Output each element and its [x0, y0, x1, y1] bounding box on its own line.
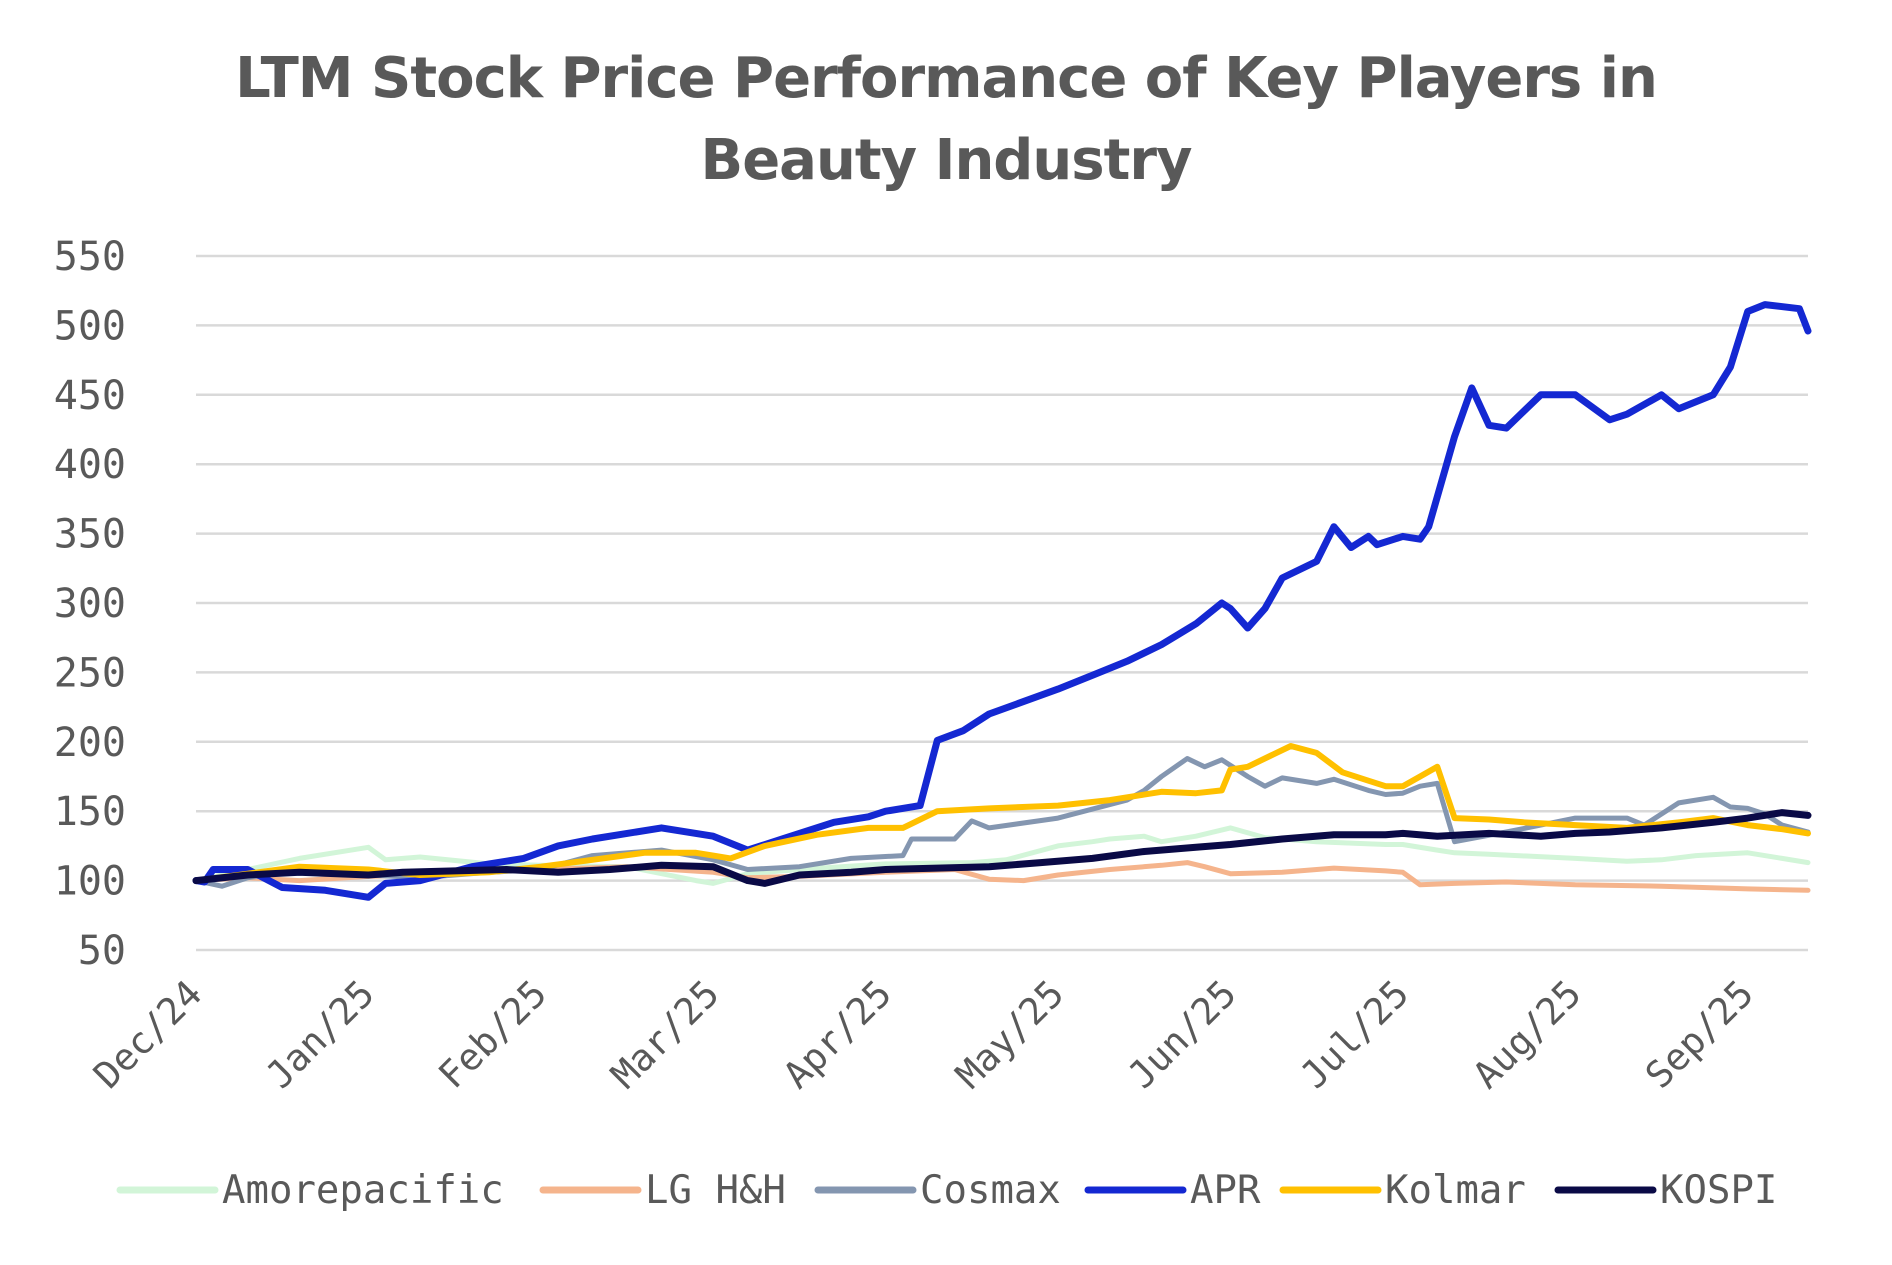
- x-tick-label: Jul/25: [1292, 972, 1417, 1097]
- y-axis-tick-labels: 50 100 150 200 250 300 350 400 450 500 550: [54, 234, 126, 974]
- legend-label-amorepacific: Amorepacific: [222, 1168, 504, 1213]
- y-tick-label: 150: [54, 789, 126, 835]
- gridlines: [196, 254, 1808, 952]
- series-line-apr: [192, 301, 1812, 901]
- series-line-kospi: [192, 809, 1812, 887]
- x-tick-label: Feb/25: [430, 972, 555, 1097]
- y-tick-label: 100: [54, 859, 126, 905]
- y-tick-label: 400: [54, 442, 126, 488]
- y-tick-label: 550: [54, 234, 126, 280]
- y-tick-label: 200: [54, 720, 126, 766]
- legend-label-apr: APR: [1190, 1168, 1261, 1213]
- y-tick-label: 450: [54, 373, 126, 419]
- series-lines: [192, 301, 1812, 901]
- x-tick-label: May/25: [947, 972, 1072, 1097]
- x-tick-label: Apr/25: [775, 972, 900, 1097]
- y-tick-label: 300: [54, 581, 126, 627]
- legend-label-lg-h-h: LG H&H: [645, 1168, 786, 1213]
- y-tick-label: 250: [54, 650, 126, 696]
- chart-title-line-2: Beauty Industry: [700, 128, 1193, 193]
- legend-label-kospi: KOSPI: [1660, 1168, 1777, 1213]
- y-tick-label: 350: [54, 512, 126, 558]
- x-axis-tick-labels: Dec/24 Jan/25 Feb/25 Mar/25 Apr/25 May/25 Jun/…: [85, 972, 1762, 1097]
- legend-label-cosmax: Cosmax: [920, 1168, 1061, 1213]
- legend-label-kolmar: Kolmar: [1385, 1168, 1526, 1213]
- x-tick-label: Jun/25: [1120, 972, 1245, 1097]
- x-tick-label: Sep/25: [1637, 972, 1762, 1097]
- x-tick-label: Aug/25: [1465, 972, 1590, 1097]
- y-tick-label: 50: [78, 928, 126, 974]
- legend: Amorepacific LG H&H Cosmax APR Kolmar KOSPI: [116, 1168, 1777, 1213]
- chart-title: LTM Stock Price Performance of Key Playe…: [0, 38, 1892, 202]
- series-line-kolmar: [193, 743, 1811, 884]
- x-tick-label: Dec/24: [85, 972, 210, 1097]
- y-tick-label: 500: [54, 303, 126, 349]
- series-line-cosmax: [193, 756, 1811, 889]
- chart-title-line-1: LTM Stock Price Performance of Key Playe…: [235, 46, 1658, 111]
- x-tick-label: Jan/25: [258, 972, 383, 1097]
- x-tick-label: Mar/25: [603, 972, 728, 1097]
